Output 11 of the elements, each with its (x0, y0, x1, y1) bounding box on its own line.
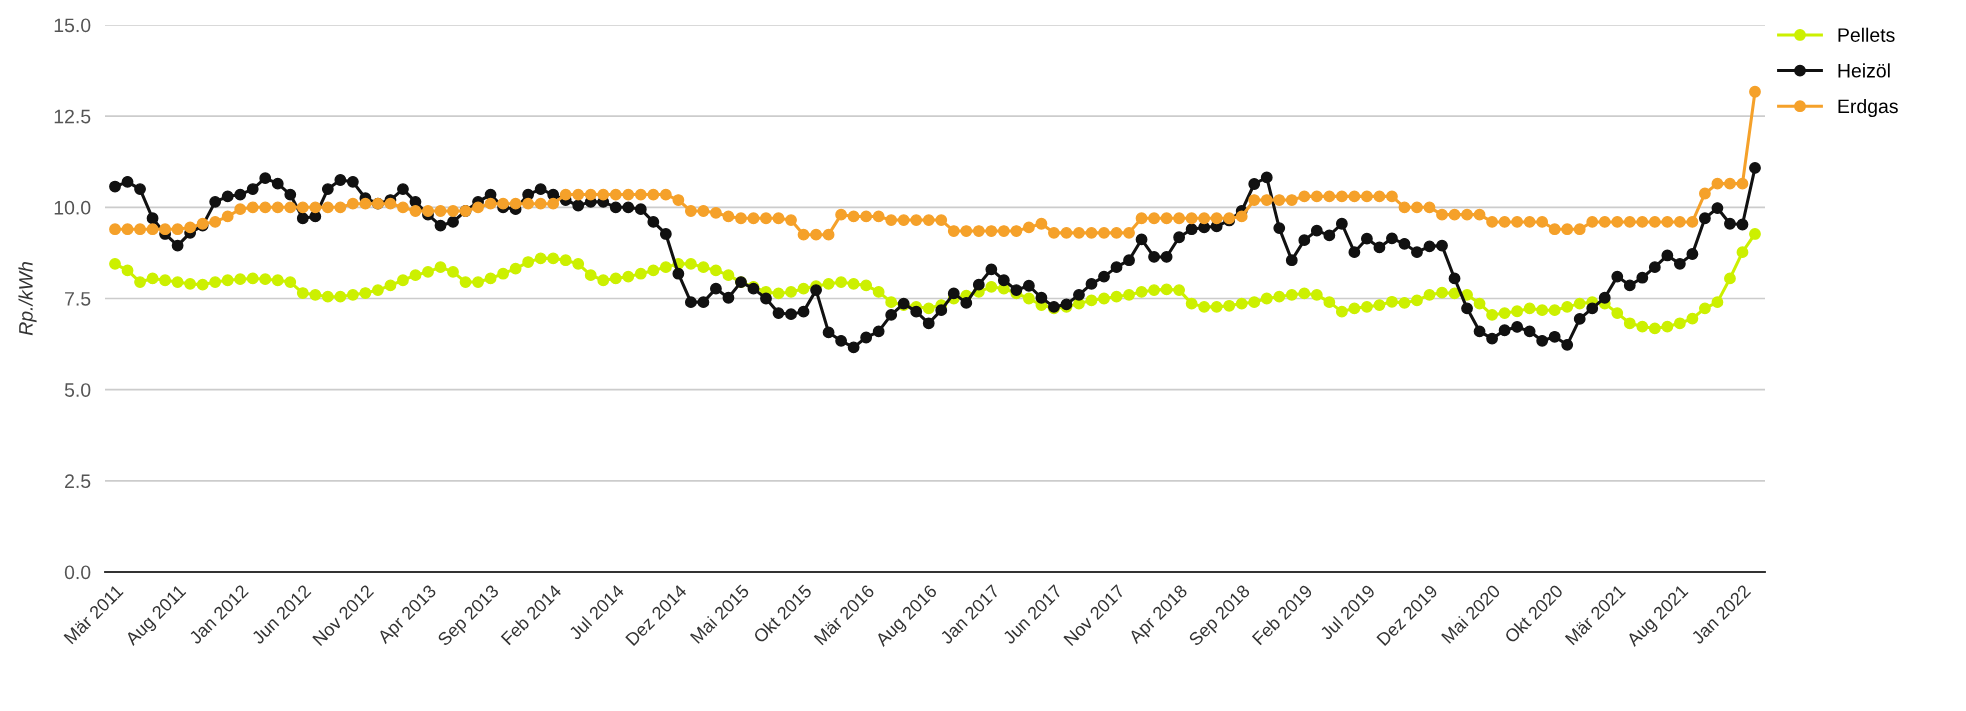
y-tick-label: 2.5 (65, 474, 91, 489)
legend-label: Erdgas (1838, 98, 1898, 118)
y-tick-label: 0.0 (64, 565, 91, 580)
y-tick-label: 15.0 (54, 18, 91, 33)
legend-label: Pellets (1838, 27, 1895, 42)
y-tick-label: 12.5 (54, 109, 91, 124)
y-tick-label: 7.5 (65, 292, 91, 306)
y-axis-title: Rp./kWh (18, 262, 37, 336)
y-tick-label: 5.0 (64, 383, 91, 397)
y-tick-label: 10.0 (54, 200, 91, 215)
legend-label: Heizöl (1838, 63, 1890, 78)
